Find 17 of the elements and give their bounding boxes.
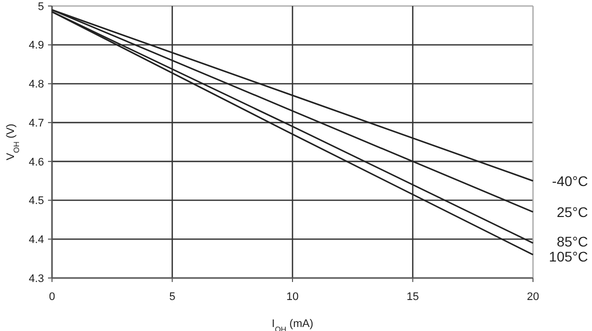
series-label: -40°C (552, 172, 588, 189)
y-tick-label: 4.4 (28, 234, 44, 246)
series-label: 85°C (556, 233, 588, 250)
x-tick-label: 15 (406, 291, 419, 303)
x-tick-label: 0 (48, 291, 56, 303)
y-tick-label: 4.7 (28, 117, 44, 130)
y-tick-label: 4.3 (28, 272, 44, 285)
x-tick-label: 10 (286, 291, 299, 303)
y-tick-label: 5 (38, 0, 44, 13)
y-tick-label: 4.9 (28, 40, 44, 52)
series-label: 105°C (548, 248, 588, 264)
x-tick-label: 5 (169, 291, 176, 303)
y-tick-label: 4.6 (28, 156, 44, 168)
x-tick-label: 20 (526, 291, 540, 303)
y-tick-label: 4.8 (28, 78, 44, 91)
series-label: 25°C (556, 204, 588, 220)
y-tick-label: 4.5 (28, 195, 44, 208)
